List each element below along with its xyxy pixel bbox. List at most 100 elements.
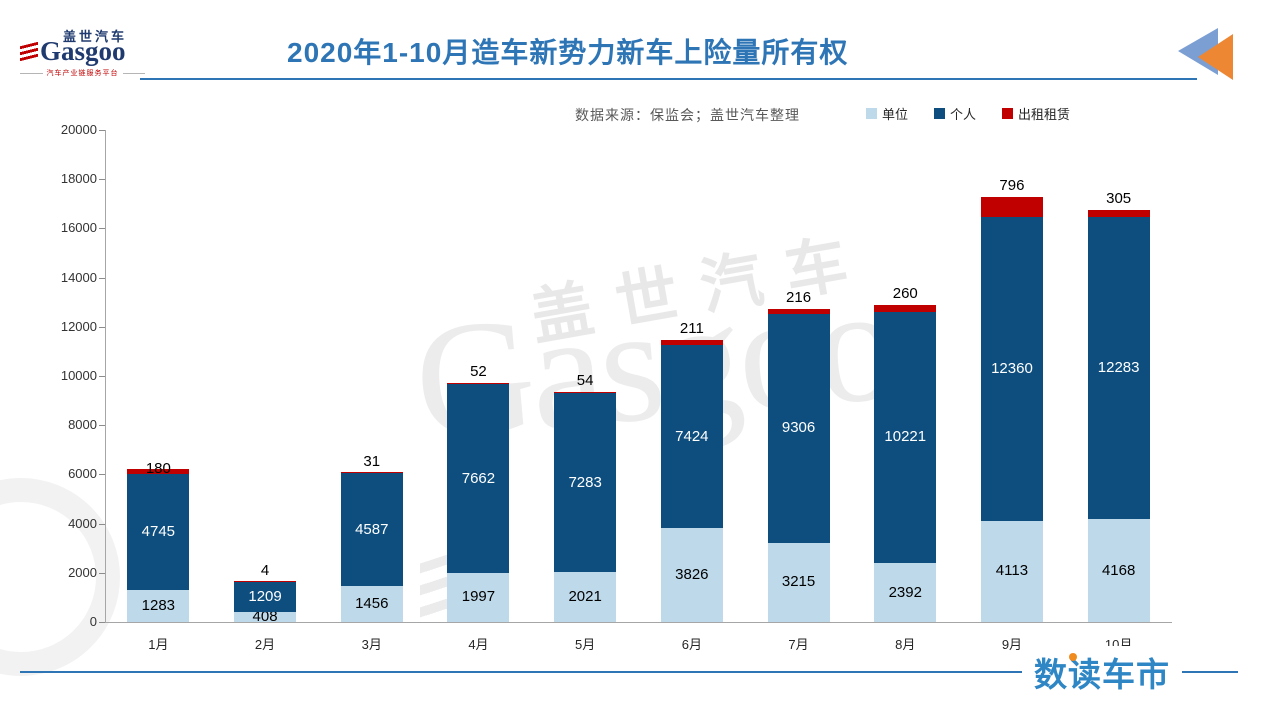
y-axis-tick [99,622,105,623]
y-axis-tick [99,130,105,131]
bar-value-label: 12283 [1097,359,1140,377]
legend-label: 个人 [950,107,977,122]
bar-value-label: 2021 [568,588,602,606]
bar-value-label: 1283 [141,597,176,615]
bar-segment-unit [340,586,403,622]
bar-segment-rental [127,469,190,474]
bar-segment-rental [980,197,1043,217]
gasgoo-logo-cn: 盖世汽车 [63,29,128,44]
gasgoo-logo-word: Gasgoo [40,36,126,66]
legend-label: 出租租赁 [1018,107,1071,122]
bar-value-label: 211 [679,320,704,338]
y-axis-tick [99,523,105,525]
legend-swatch [1002,108,1014,119]
bar-value-label: 7424 [675,427,709,445]
y-axis-label: 2000 [68,564,97,580]
bar-segment-personal [447,384,510,573]
gasgoo-logo: 盖世汽车 Gasgoo 汽车产业链服务平台 [20,26,145,78]
bar-value-label: 4113 [995,562,1029,580]
bar-value-label: 1456 [355,595,389,613]
y-axis-tick [99,572,105,574]
bar-segment-personal [554,393,617,573]
bar-value-label: 7662 [461,469,496,487]
header-divider [140,78,1197,80]
y-axis-label: 0 [89,614,97,629]
brand-orange-dot [1069,653,1077,661]
legend-item: 个人 [934,104,976,123]
legend-label: 单位 [882,107,909,122]
y-axis-tick [99,179,105,181]
y-axis-tick [99,376,105,377]
bar-segment-unit [660,527,723,622]
y-axis-label: 6000 [68,466,97,482]
legend-swatch [866,108,877,119]
bar-segment-personal [1087,217,1150,520]
bar-segment-personal [660,345,723,528]
x-axis-label: 9月 [1001,637,1023,652]
x-axis-line [105,622,1172,623]
bar-segment-unit [234,611,297,622]
bar-value-label: 3215 [781,573,816,591]
bar-segment-personal [127,473,190,591]
x-axis-label: 7月 [788,637,809,652]
y-axis-label: 12000 [60,318,97,334]
bar-value-label: 52 [470,363,487,381]
page-title: 2020年1-10月造车新势力新车上险量所有权 [287,37,849,68]
y-axis-label: 20000 [60,122,97,137]
bar-value-label: 1997 [461,588,496,606]
bar-segment-rental [340,471,403,474]
bar-value-label: 408 [252,607,278,625]
bar-value-label: 4 [260,562,270,580]
bar-segment-rental [447,382,510,385]
bar-value-label: 4745 [141,523,176,541]
x-axis-label: 1月 [148,637,169,652]
y-axis-line [105,130,106,622]
x-axis-label: 3月 [361,637,382,652]
bar-segment-rental [1087,209,1150,218]
bar-value-label: 4168 [1101,561,1136,579]
bar-segment-unit [127,590,190,622]
bar-value-label: 180 [145,460,171,478]
gasgoo-stripes-icon [20,41,38,61]
bar-segment-rental [874,305,937,312]
bar-segment-unit [1087,519,1150,622]
y-axis-tick [99,228,105,230]
bar-value-label: 10221 [884,428,927,446]
bar-value-label: 216 [786,288,812,306]
bar-value-label: 54 [576,371,594,389]
y-axis-tick [99,425,105,427]
tagline-dash-right [122,72,145,74]
bar-segment-unit [554,572,617,622]
legend-item: 单位 [866,104,908,123]
x-axis-label: 4月 [468,637,489,652]
y-axis-label: 14000 [60,269,97,285]
bar-value-label: 7283 [568,473,602,491]
gasgoo-tagline: 汽车产业链服务平台 [20,68,145,78]
x-axis-label: 8月 [895,637,916,652]
bar-segment-unit [767,542,830,622]
shudu-cheshi-logo: 数读车市 [1022,646,1182,698]
bar-value-label: 9306 [781,419,816,437]
bar-value-label: 12360 [991,359,1033,377]
bar-segment-rental [767,308,830,314]
legend-item: 出租租赁 [1002,104,1070,123]
y-axis-tick [99,474,105,476]
y-axis-label: 4000 [68,515,97,531]
source-note: 数据来源：保监会；盖世汽车整理 [575,107,800,123]
back-arrows-icon [1178,28,1233,80]
bar-value-label: 4587 [355,520,389,538]
bar-value-label: 1209 [248,588,282,606]
bar-value-label: 305 [1106,189,1132,207]
bar-segment-personal [874,311,937,564]
legend-swatch [934,108,946,119]
y-axis-label: 8000 [68,417,97,433]
x-axis-label: 2月 [254,637,276,652]
bar-value-label: 260 [892,285,918,303]
bar-value-label: 3826 [675,565,709,583]
bar-value-label: 796 [999,177,1025,195]
bar-segment-unit [874,563,937,622]
y-axis-label: 16000 [60,220,97,236]
bar-value-label: 2392 [888,583,922,601]
shudu-cheshi-text: 数读车市 [1034,656,1170,693]
